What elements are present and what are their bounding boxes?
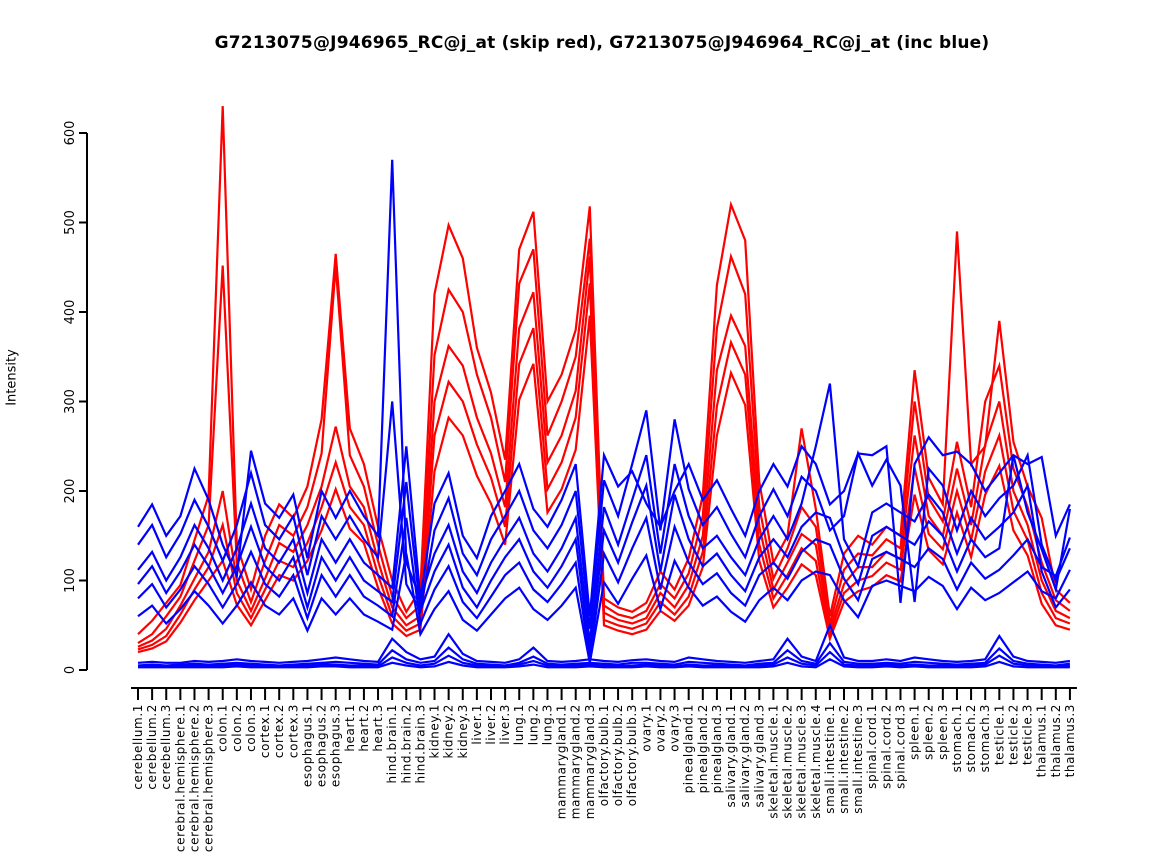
x-tick-label: spleen.2 [922, 704, 936, 760]
series-line-inc.low4 [138, 658, 1070, 669]
x-tick-label: cerebellum.2 [145, 704, 159, 790]
series-line-inc.rep6 [137, 552, 1071, 664]
x-tick-label: olfactory.bulb.2 [611, 704, 625, 806]
x-tick-label: thalamus.3 [1063, 704, 1077, 777]
series-line-inc.low2 [137, 641, 1071, 667]
x-tick-label: liver.2 [484, 704, 498, 745]
series-lines [137, 106, 1071, 669]
x-tick-label: mammarygland.2 [569, 704, 583, 819]
x-tick-label: hind.brain.2 [399, 704, 413, 783]
y-tick-label: 300 [63, 389, 78, 414]
y-tick-label: 500 [63, 210, 78, 235]
x-tick-label: olfactory.bulb.1 [597, 704, 611, 806]
x-tick-label: mammarygland.1 [555, 704, 569, 819]
x-tick-label: thalamus.2 [1049, 704, 1063, 777]
x-tick-label: spleen.1 [908, 704, 922, 760]
x-tick-label: ovary.1 [639, 704, 653, 752]
x-tick-label: cortex.1 [258, 704, 272, 758]
x-tick-label: cerebral.hemisphere.3 [202, 704, 216, 852]
x-tick-label: hind.brain.3 [413, 704, 427, 783]
x-tick-label: skeletal.muscle.2 [781, 704, 795, 819]
x-tick-label: cerebral.hemisphere.2 [187, 704, 201, 852]
x-tick-label: cortex.3 [286, 704, 300, 758]
series-line-inc.rep5 [137, 514, 1071, 660]
chart-title: G7213075@J946965_RC@j_at (skip red), G72… [214, 33, 990, 53]
x-tick-label: heart.1 [343, 704, 357, 752]
x-tick-label: skeletal.muscle.1 [766, 704, 780, 819]
x-tick-label: liver.1 [470, 704, 484, 745]
x-tick-label: spinal.cord.2 [879, 704, 893, 789]
x-tick-label: heart.2 [357, 704, 371, 752]
x-tick-label: small.intestine.3 [851, 704, 865, 814]
series-line-inc.rep2 [137, 401, 1071, 629]
x-tick-label: esophagus.2 [315, 704, 329, 787]
x-tick-label: testicle.2 [1006, 704, 1020, 765]
x-tick-label: cerebellum.3 [159, 704, 173, 790]
x-tick-label: stomach.2 [964, 704, 978, 772]
x-tick-label: kidney.3 [456, 704, 470, 759]
x-tick-label: testicle.3 [1021, 704, 1035, 765]
series-line-inc.rep1 [137, 159, 1071, 617]
x-tick-label: cerebral.hemisphere.1 [173, 704, 187, 852]
series-line-inc.low1 [137, 622, 1071, 664]
y-tick-label: 100 [63, 568, 78, 593]
x-tick-label: skeletal.muscle.3 [795, 704, 809, 819]
y-tick-label: 200 [63, 479, 78, 504]
y-tick-label: 400 [63, 300, 78, 325]
x-tick-label: pinealgland.2 [696, 704, 710, 793]
x-tick-label: heart.3 [371, 704, 385, 752]
x-tick-label: stomach.1 [950, 704, 964, 772]
x-tick-label: esophagus.3 [329, 704, 343, 787]
series-line-skip.rep5 [137, 315, 1071, 654]
x-tick-label: salivary.gland.2 [738, 704, 752, 807]
x-tick-label: kidney.2 [442, 704, 456, 759]
x-tick-label: spleen.3 [936, 704, 950, 760]
x-tick-label: skeletal.muscle.4 [809, 704, 823, 819]
x-tick-label: lung.3 [540, 704, 554, 745]
y-tick-label: 0 [63, 666, 78, 674]
x-tick-label: ovary.2 [653, 704, 667, 752]
x-tick-label: lung.1 [512, 704, 526, 745]
x-tick-label: esophagus.1 [300, 704, 314, 787]
x-tick-label: olfactory.bulb.3 [625, 704, 639, 806]
x-axis: cerebellum.1 cerebellum.2 cerebellum.3 cere… [131, 687, 1077, 852]
x-tick-label: small.intestine.1 [823, 704, 837, 814]
x-tick-label: salivary.gland.3 [752, 704, 766, 807]
x-tick-label: spinal.cord.3 [893, 704, 907, 789]
x-tick-label: stomach.3 [978, 704, 992, 772]
x-tick-label: cortex.2 [272, 704, 286, 758]
y-tick-label: 600 [63, 121, 78, 146]
x-tick-label: cerebellum.1 [131, 704, 145, 790]
x-tick-label: hind.brain.1 [385, 704, 399, 783]
x-tick-label: colon.3 [244, 704, 258, 752]
x-tick-label: pinealgland.1 [682, 704, 696, 793]
x-tick-label: colon.1 [216, 704, 230, 752]
x-tick-label: liver.3 [498, 704, 512, 745]
x-tick-label: colon.2 [230, 704, 244, 752]
x-tick-label: lung.2 [526, 704, 540, 745]
x-tick-label: spinal.cord.1 [865, 704, 879, 789]
x-tick-label: ovary.3 [668, 704, 682, 752]
series-line-inc.rep3 [137, 383, 1071, 644]
x-tick-label: small.intestine.2 [837, 704, 851, 814]
x-tick-label: mammarygland.3 [583, 704, 597, 819]
series-line-inc.rep4 [137, 454, 1071, 653]
x-tick-label: pinealgland.3 [710, 704, 724, 793]
x-tick-label: salivary.gland.1 [724, 704, 738, 807]
x-tick-label: thalamus.1 [1035, 704, 1049, 777]
x-tick-label: kidney.1 [428, 704, 442, 759]
x-tick-label: testicle.1 [992, 704, 1006, 765]
y-axis: 0 100 200 300 400 500 600 [63, 121, 88, 674]
